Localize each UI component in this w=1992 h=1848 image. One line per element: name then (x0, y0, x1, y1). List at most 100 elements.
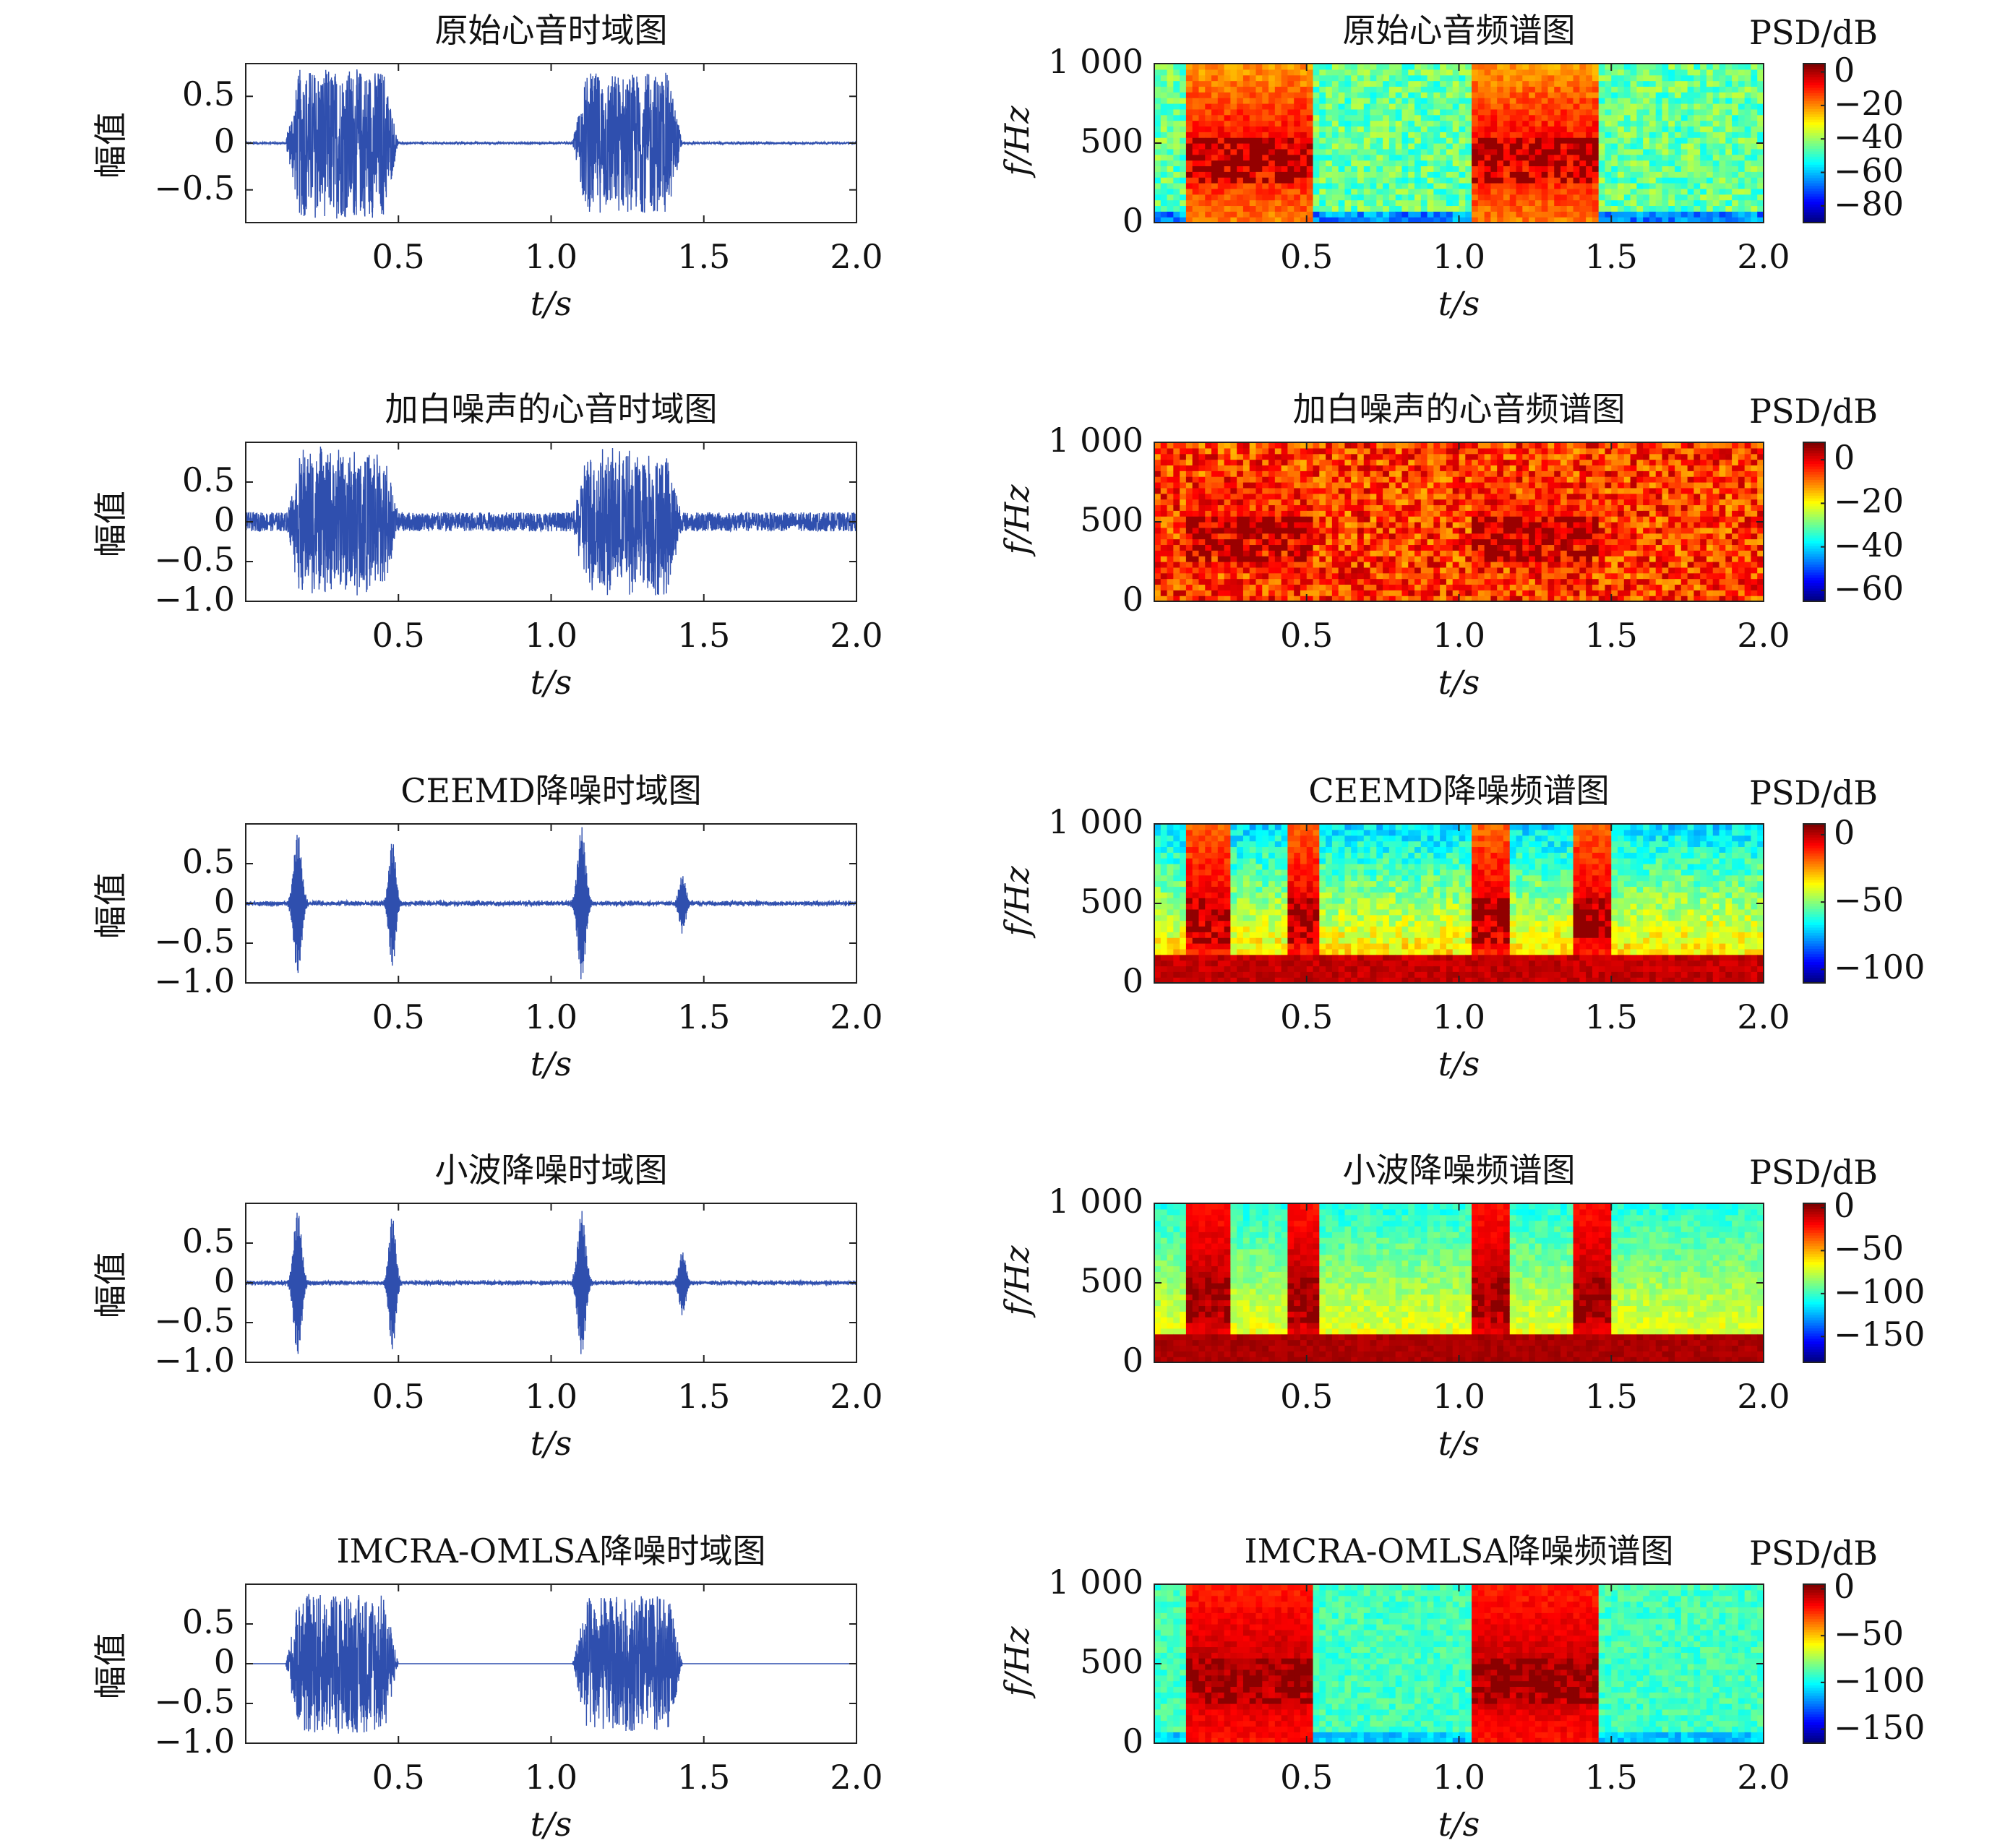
chart-p2-spec-ytick-label: 0 (1122, 580, 1143, 619)
chart-p2-spec-colorbar-step (1803, 546, 1825, 549)
chart-p4-spec-colorbar-step (1803, 1285, 1825, 1289)
chart-p5-spec-colorbar-step (1803, 1706, 1825, 1709)
chart-p5-spec-colorbar-step (1803, 1732, 1825, 1736)
chart-p5-spec-xtick-label: 0.5 (1280, 1758, 1334, 1797)
chart-p3-time-xlabel: t/s (530, 1044, 572, 1083)
chart-p4-spec-colorbar-step (1803, 1323, 1825, 1326)
chart-p2-spec-colorbar-step (1803, 543, 1825, 546)
chart-p5-time-xtick-label: 0.5 (372, 1758, 425, 1797)
chart-p3-spec-ylabel: f/Hz (997, 866, 1036, 937)
chart-p1-spec-colorbar-tick: −20 (1834, 83, 1905, 123)
chart-p2-spec-colorbar-step (1803, 593, 1825, 597)
chart-p5-spec-colorbar-step (1803, 1658, 1825, 1662)
chart-p4-spec-colorbar-tick: −50 (1834, 1229, 1905, 1268)
chart-p2-spec-colorbar-step (1803, 498, 1825, 502)
chart-p5-spec-colorbar-frame (1803, 1583, 1826, 1744)
chart-p1-spec-colorbar-step (1803, 90, 1825, 93)
chart-p4-spec-ytick-label: 500 (1080, 1261, 1143, 1300)
chart-p1-spec-colorbar-step (1803, 140, 1825, 144)
chart-p5-time-xtick-label: 1.5 (677, 1758, 731, 1797)
chart-p4-spec-colorbar-step (1803, 1208, 1825, 1212)
chart-p1-spec-colorbar-step (1803, 143, 1825, 147)
chart-p5-spec-colorbar-step (1803, 1664, 1825, 1667)
chart-p5-spec-ylabel: f/Hz (997, 1626, 1036, 1697)
chart-p4-spec-colorbar-step (1803, 1245, 1825, 1249)
chart-p1-spec-colorbar-step (1803, 124, 1825, 128)
chart-p3-time-xtick-label: 0.5 (372, 997, 425, 1036)
chart-p3-spec-colorbar-tick: −100 (1834, 947, 1926, 987)
chart-p2-spec-colorbar-step (1803, 468, 1825, 472)
chart-p5-spec-colorbar-step (1803, 1682, 1825, 1685)
chart-p4-time-ytick-label: −1.0 (154, 1341, 235, 1380)
chart-p2-spec-colorbar-step (1803, 458, 1825, 462)
chart-p1-spec-colorbar-step (1803, 69, 1825, 72)
chart-p5-spec-colorbar-tick: 0 (1834, 1567, 1855, 1607)
chart-p2-spec-colorbar-tick: −40 (1834, 525, 1905, 564)
chart-p2-spec-colorbar-step (1803, 503, 1825, 507)
chart-p4-spec-colorbar-step (1803, 1269, 1825, 1273)
chart-p1-spec-colorbar-step (1803, 77, 1825, 80)
chart-p3-spec-colorbar-step (1803, 903, 1825, 907)
chart-p2-spec-colorbar-step (1803, 530, 1825, 533)
chart-p5-spec-colorbar-step (1803, 1722, 1825, 1725)
chart-p3-time-ytick-label: −0.5 (154, 921, 235, 960)
chart-p2-spec-colorbar-step (1803, 580, 1825, 583)
chart-p5-spec-colorbar-step (1803, 1610, 1825, 1614)
chart-p3-spec-colorbar-step (1803, 864, 1825, 867)
chart-p2-spec-colorbar-step (1803, 447, 1825, 451)
chart-p5-spec-colorbar-step (1803, 1626, 1825, 1630)
chart-p3-spec-colorbar-step (1803, 877, 1825, 880)
chart-p1-spec-colorbar-step (1803, 159, 1825, 163)
chart-p2-spec-colorbar-step (1803, 519, 1825, 523)
chart-p5-spec-colorbar-step (1803, 1632, 1825, 1636)
chart-p5-spec-colorbar-step (1803, 1672, 1825, 1675)
chart-p2-spec-colorbar-step (1803, 479, 1825, 483)
chart-p3-spec-colorbar-step (1803, 919, 1825, 923)
chart-p1-time-xtick-label: 2.0 (830, 237, 883, 276)
chart-p4-spec-colorbar-step (1803, 1248, 1825, 1252)
chart-p4-spec-colorbar-step (1803, 1357, 1825, 1360)
chart-p1-spec-colorbar-step (1803, 193, 1825, 197)
chart-p3-spec-colorbar-step (1803, 953, 1825, 957)
chart-p5-spec-colorbar-step (1803, 1584, 1825, 1588)
chart-p5-time-xtick-label: 2.0 (830, 1758, 883, 1797)
chart-p2-spec-colorbar-step (1803, 554, 1825, 557)
chart-p2-time-xtick-label: 1.0 (524, 616, 578, 655)
chart-p1-spec-colorbar-step (1803, 199, 1825, 202)
chart-p3-spec-ytick-label: 0 (1122, 961, 1143, 1000)
chart-p2-spec-colorbar-step (1803, 532, 1825, 536)
chart-p2-spec-colorbar-step (1803, 450, 1825, 454)
chart-p2-spec-colorbar-step (1803, 572, 1825, 575)
chart-p4-spec-colorbar-step (1803, 1338, 1825, 1342)
chart-p1-time-series-line (245, 69, 857, 219)
chart-p1-spec-colorbar-step (1803, 167, 1825, 171)
chart-p4-spec-colorbar-step (1803, 1280, 1825, 1284)
chart-p5-spec-xtick-label: 2.0 (1737, 1758, 1790, 1797)
chart-p5-spec-colorbar-tick: −150 (1834, 1707, 1926, 1747)
chart-p2-spec-colorbar-step (1803, 516, 1825, 520)
chart-p2-spec-xtick-label: 1.0 (1432, 616, 1486, 655)
chart-p1-spec-colorbar-step (1803, 151, 1825, 155)
chart-p4-time-ytick-label: 0.5 (181, 1221, 235, 1260)
chart-p1-spec-xtick-label: 0.5 (1280, 237, 1334, 276)
chart-p1-spec-colorbar-step (1803, 145, 1825, 149)
chart-p5-spec-colorbar-step (1803, 1642, 1825, 1646)
chart-p4-spec-colorbar-step (1803, 1349, 1825, 1352)
chart-p4-spec-colorbar-step (1803, 1227, 1825, 1231)
chart-p3-spec-colorbar-step (1803, 924, 1825, 928)
chart-p5-time-ytick-label: −1.0 (154, 1722, 235, 1761)
chart-p5-spec-colorbar-step (1803, 1661, 1825, 1664)
chart-p5-spec-ytick-label: 1 000 (1048, 1563, 1143, 1602)
chart-p1-spec-colorbar-step (1803, 161, 1825, 165)
chart-p1-spec-colorbar-step (1803, 180, 1825, 184)
chart-p4-time-ytick-label: 0 (213, 1261, 235, 1300)
chart-p1-spec-colorbar-step (1803, 121, 1825, 125)
chart-p1-spec-colorbar-step (1803, 132, 1825, 136)
chart-p4-spec-heatmap (1154, 1203, 1764, 1363)
chart-p4-spec-colorbar-step (1803, 1235, 1825, 1239)
chart-p1-spec-colorbar-step (1803, 72, 1825, 75)
chart-p4-spec-colorbar-tick: −100 (1834, 1271, 1926, 1311)
chart-p2-spec-colorbar-step (1803, 466, 1825, 470)
chart-p4-spec-colorbar-step (1803, 1275, 1825, 1278)
chart-p1-spec-colorbar-step (1803, 85, 1825, 88)
